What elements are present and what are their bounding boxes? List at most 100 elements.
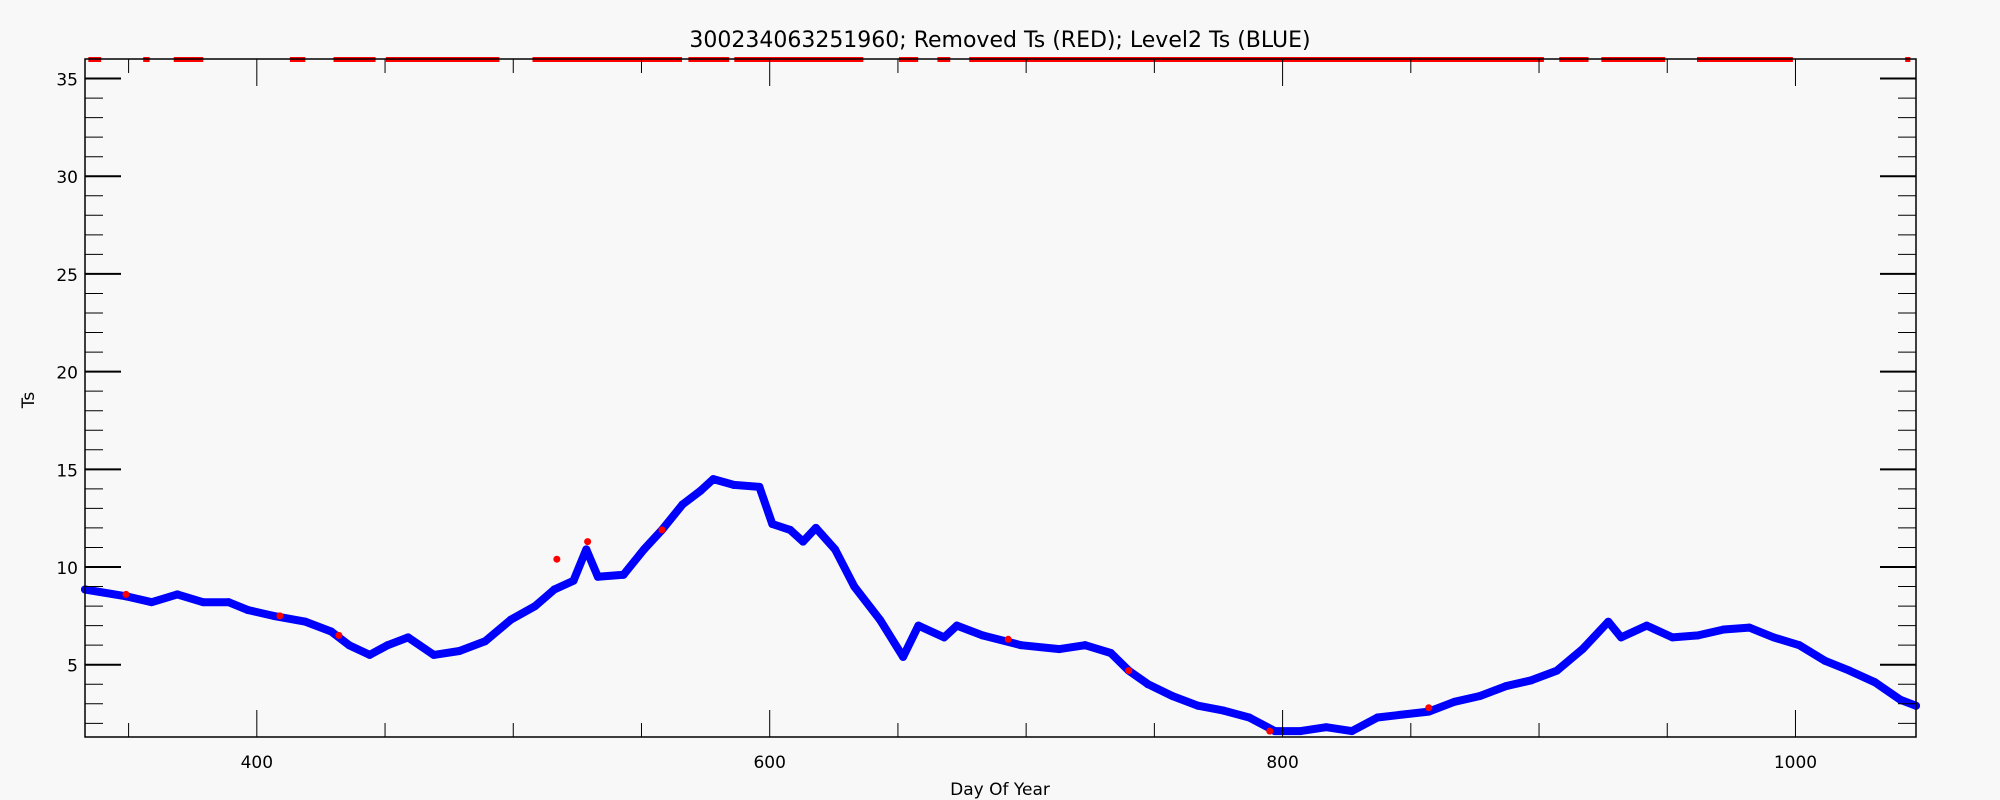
- removed-ts-point: [1425, 704, 1433, 712]
- level2-ts-point: [1245, 713, 1254, 722]
- level2-ts-point: [481, 637, 490, 646]
- y-tick-label: 15: [56, 461, 78, 481]
- level2-ts-point: [1373, 713, 1382, 722]
- level2-ts-point: [198, 598, 207, 607]
- level2-ts-point: [619, 570, 628, 579]
- y-tick-label: 20: [56, 364, 78, 384]
- axes: 400 600 800 1000 5 10 15 20 25 30 35: [56, 58, 1917, 773]
- level2-ts-point: [531, 602, 540, 611]
- level2-ts-point: [1552, 666, 1561, 675]
- level2-ts-point: [582, 545, 591, 554]
- level2-ts-point: [593, 572, 602, 581]
- level2-ts-point: [1820, 656, 1829, 665]
- level2-ts-point: [1719, 625, 1728, 634]
- level2-ts-point: [327, 627, 336, 636]
- level2-ts-point: [147, 598, 156, 607]
- level2-ts-point: [301, 617, 310, 626]
- level2-ts-point: [1501, 682, 1510, 691]
- removed-ts-point: [658, 526, 666, 534]
- level2-ts-point: [1870, 678, 1879, 687]
- level2-ts-point: [1694, 631, 1703, 640]
- x-tick-label: 400: [241, 753, 273, 773]
- level2-ts-point: [914, 621, 923, 630]
- level2-ts-point: [550, 585, 559, 594]
- level2-ts-point: [1476, 691, 1485, 700]
- x-tick-label: 1000: [1774, 753, 1817, 773]
- y-tick-label: 10: [56, 559, 78, 579]
- level2-ts-point: [365, 650, 374, 659]
- y-axis-label: Ts: [19, 392, 39, 410]
- level2-ts-point: [940, 633, 949, 642]
- x-tick-label: 800: [1266, 753, 1298, 773]
- level2-ts-point: [850, 582, 859, 591]
- level2-ts-point: [383, 641, 392, 650]
- level2-ts-point: [1527, 676, 1536, 685]
- removed-ts-point: [584, 538, 592, 546]
- series-layer: [81, 57, 1920, 736]
- level2-ts-point: [899, 652, 908, 661]
- level2-ts-point: [1642, 621, 1651, 630]
- level2-ts-point: [709, 475, 718, 484]
- level2-ts-point: [243, 605, 252, 614]
- removed-ts-point: [335, 631, 343, 639]
- level2-ts-point: [678, 500, 687, 509]
- level2-ts-point: [1617, 633, 1626, 642]
- level2-ts-point: [1668, 633, 1677, 642]
- level2-ts-point: [811, 523, 820, 532]
- level2-ts-point: [1055, 645, 1064, 654]
- level2-ts-point: [1296, 727, 1305, 736]
- level2-ts-point: [1017, 641, 1026, 650]
- level2-ts-point: [1745, 623, 1754, 632]
- y-tick-label: 30: [56, 168, 78, 188]
- level2-ts-point: [269, 611, 278, 620]
- level2-ts-point: [729, 480, 738, 489]
- removed-ts-point: [1125, 667, 1133, 675]
- level2-ts-point: [404, 633, 413, 642]
- level2-ts-point: [1578, 645, 1587, 654]
- level2-ts-point: [1450, 697, 1459, 706]
- level2-ts-point: [1143, 680, 1152, 689]
- x-axis-label: Day Of Year: [950, 780, 1050, 800]
- removed-ts-point: [1004, 635, 1012, 643]
- level2-ts-point: [1347, 727, 1356, 736]
- level2-ts-line: [81, 475, 1920, 736]
- level2-ts-point: [768, 520, 777, 529]
- level2-ts-point: [1322, 723, 1331, 732]
- level2-ts-point: [1168, 691, 1177, 700]
- y-tick-label: 5: [67, 657, 78, 677]
- level2-ts-point: [455, 647, 464, 656]
- removed-ts-point: [276, 612, 284, 620]
- level2-ts-point: [429, 650, 438, 659]
- plot-frame: [84, 58, 1917, 738]
- level2-ts-point: [506, 615, 515, 624]
- y-tick-label: 25: [56, 266, 78, 286]
- x-tick-label: 600: [753, 753, 785, 773]
- removed-ts-point: [122, 590, 130, 598]
- level2-ts-point: [1604, 617, 1613, 626]
- level2-ts-point: [755, 482, 764, 491]
- y-tick-label: 35: [56, 71, 78, 91]
- level2-ts-point: [875, 615, 884, 624]
- removed-ts-point: [553, 555, 561, 563]
- level2-ts-point: [1769, 633, 1778, 642]
- level2-ts-point: [799, 537, 808, 546]
- removed-ts-point: [1266, 727, 1274, 735]
- level2-ts-point: [1795, 641, 1804, 650]
- level2-ts-point: [224, 598, 233, 607]
- level2-ts-point: [786, 525, 795, 534]
- level2-ts-point: [831, 545, 840, 554]
- level2-ts-point: [1193, 701, 1202, 710]
- level2-ts-point: [1219, 706, 1228, 715]
- level2-ts-point: [1399, 710, 1408, 719]
- level2-ts-point: [978, 631, 987, 640]
- level2-ts-point: [1081, 641, 1090, 650]
- chart-title: 300234063251960; Removed Ts (RED); Level…: [689, 28, 1310, 53]
- level2-ts-point: [952, 621, 961, 630]
- level2-ts-point: [1106, 648, 1115, 657]
- level2-ts-point: [1270, 727, 1279, 736]
- level2-ts-point: [569, 576, 578, 585]
- level2-ts-point: [345, 641, 354, 650]
- level2-ts-point: [640, 545, 649, 554]
- level2-ts-point: [696, 486, 705, 495]
